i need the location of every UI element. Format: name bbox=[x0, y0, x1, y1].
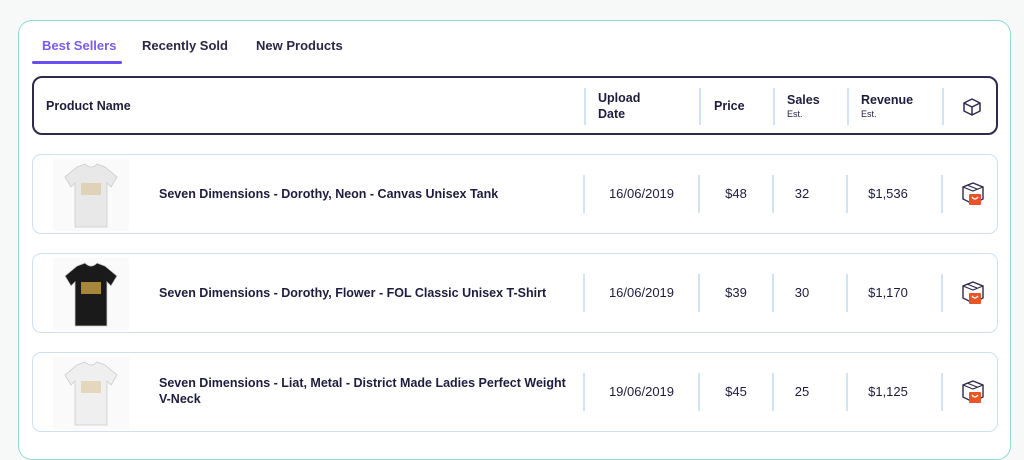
revenue-estimate: $1,536 bbox=[868, 186, 908, 201]
header-price[interactable]: Price bbox=[714, 99, 745, 113]
box-icon bbox=[963, 98, 981, 116]
header-product-name[interactable]: Product Name bbox=[46, 99, 131, 113]
revenue-estimate: $1,125 bbox=[868, 384, 908, 399]
table-header: Product Name Upload Date Price Sales Est.… bbox=[32, 76, 998, 135]
header-sales-sub: Est. bbox=[787, 109, 803, 119]
header-revenue[interactable]: Revenue Est. bbox=[861, 92, 913, 120]
product-thumbnail[interactable] bbox=[53, 258, 129, 330]
product-name[interactable]: Seven Dimensions - Liat, Metal - Distric… bbox=[159, 376, 566, 406]
header-revenue-sub: Est. bbox=[861, 109, 877, 119]
header-upload-date[interactable]: Upload Date bbox=[598, 91, 641, 121]
header-revenue-label: Revenue bbox=[861, 93, 914, 107]
sales-estimate: 30 bbox=[794, 285, 810, 300]
product-thumbnail[interactable] bbox=[53, 357, 129, 429]
table-row[interactable]: Seven Dimensions - Dorothy, Flower - FOL… bbox=[32, 253, 998, 333]
revenue-estimate: $1,170 bbox=[868, 285, 908, 300]
table-row[interactable]: Seven Dimensions - Dorothy, Neon - Canva… bbox=[32, 154, 998, 234]
tab-new-products[interactable]: New Products bbox=[256, 38, 343, 53]
sales-estimate: 25 bbox=[794, 384, 810, 399]
shop-box-icon[interactable] bbox=[961, 182, 985, 206]
active-tab-indicator bbox=[32, 61, 122, 64]
shop-box-icon[interactable] bbox=[961, 380, 985, 404]
tab-recently-sold[interactable]: Recently Sold bbox=[142, 38, 228, 53]
upload-date: 19/06/2019 bbox=[608, 384, 675, 399]
table-row[interactable]: Seven Dimensions - Liat, Metal - Distric… bbox=[32, 352, 998, 432]
product-thumbnail[interactable] bbox=[53, 159, 129, 231]
shop-box-icon[interactable] bbox=[961, 281, 985, 305]
header-sales-label: Sales bbox=[787, 93, 820, 107]
shirt-image bbox=[64, 361, 118, 426]
header-sales[interactable]: Sales Est. bbox=[787, 92, 820, 120]
price: $48 bbox=[725, 186, 747, 201]
shirt-image bbox=[64, 163, 118, 228]
product-name[interactable]: Seven Dimensions - Dorothy, Neon - Canva… bbox=[159, 187, 499, 201]
price: $39 bbox=[725, 285, 747, 300]
product-name[interactable]: Seven Dimensions - Dorothy, Flower - FOL… bbox=[159, 286, 547, 300]
tab-best-sellers[interactable]: Best Sellers bbox=[42, 38, 117, 53]
upload-date: 16/06/2019 bbox=[608, 186, 675, 201]
upload-date: 16/06/2019 bbox=[608, 285, 675, 300]
price: $45 bbox=[725, 384, 747, 399]
shirt-image bbox=[64, 262, 118, 327]
sales-estimate: 32 bbox=[794, 186, 810, 201]
